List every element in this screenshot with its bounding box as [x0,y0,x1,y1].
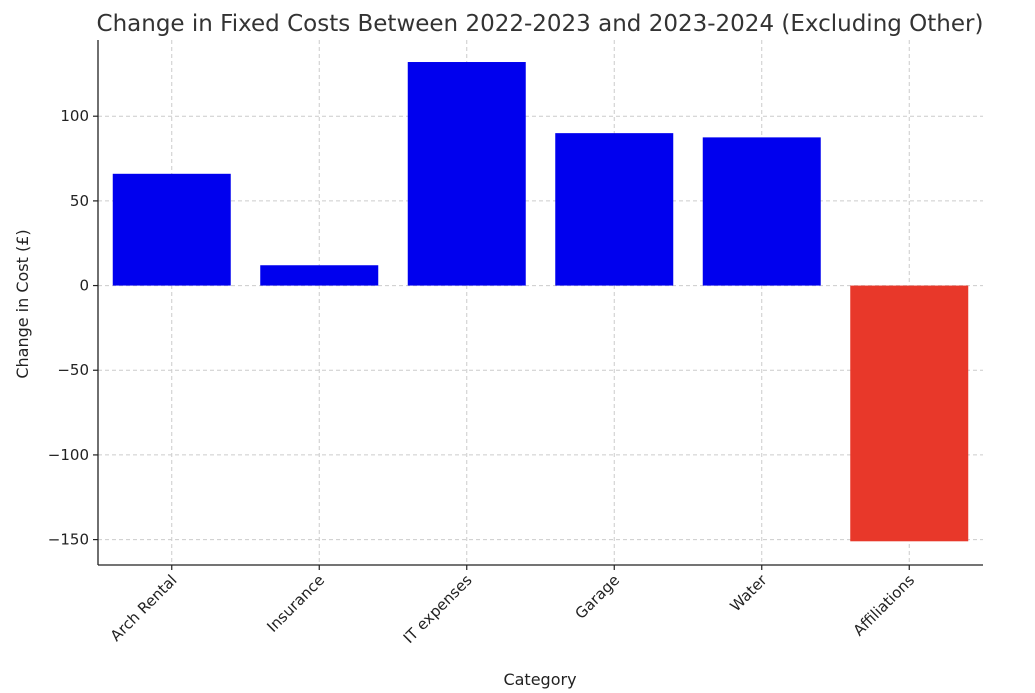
bar-water [702,137,821,286]
x-tick-label: Arch Rental [107,571,181,645]
y-tick-label: 100 [60,107,89,125]
y-tick-label: −50 [57,361,89,379]
y-axis-label: Change in Cost (£) [13,229,32,378]
x-ticks: Arch Rental Insurance IT expenses Garage Wat… [107,565,918,647]
x-tick-label: Garage [572,571,624,623]
grid-lines [98,40,983,565]
x-tick-label: Affiliations [850,571,919,640]
bar-arch-rental [112,173,231,286]
bar-it-expenses [407,62,526,286]
bar-affiliations [850,285,969,542]
bar-insurance [260,265,379,286]
x-tick-label: IT expenses [400,571,476,647]
y-tick-label: 0 [79,277,89,295]
y-tick-label: −150 [48,531,89,549]
y-ticks: −150 −100 −50 0 50 100 [48,107,98,549]
y-tick-label: 50 [70,192,89,210]
chart-title: Change in Fixed Costs Between 2022-2023 … [97,11,984,37]
bars [112,62,969,542]
x-axis-label: Category [503,670,576,689]
axes [97,40,983,566]
x-tick-label: Insurance [263,571,328,636]
y-tick-label: −100 [48,446,89,464]
x-tick-label: Water [726,571,771,616]
bar-garage [555,133,674,286]
